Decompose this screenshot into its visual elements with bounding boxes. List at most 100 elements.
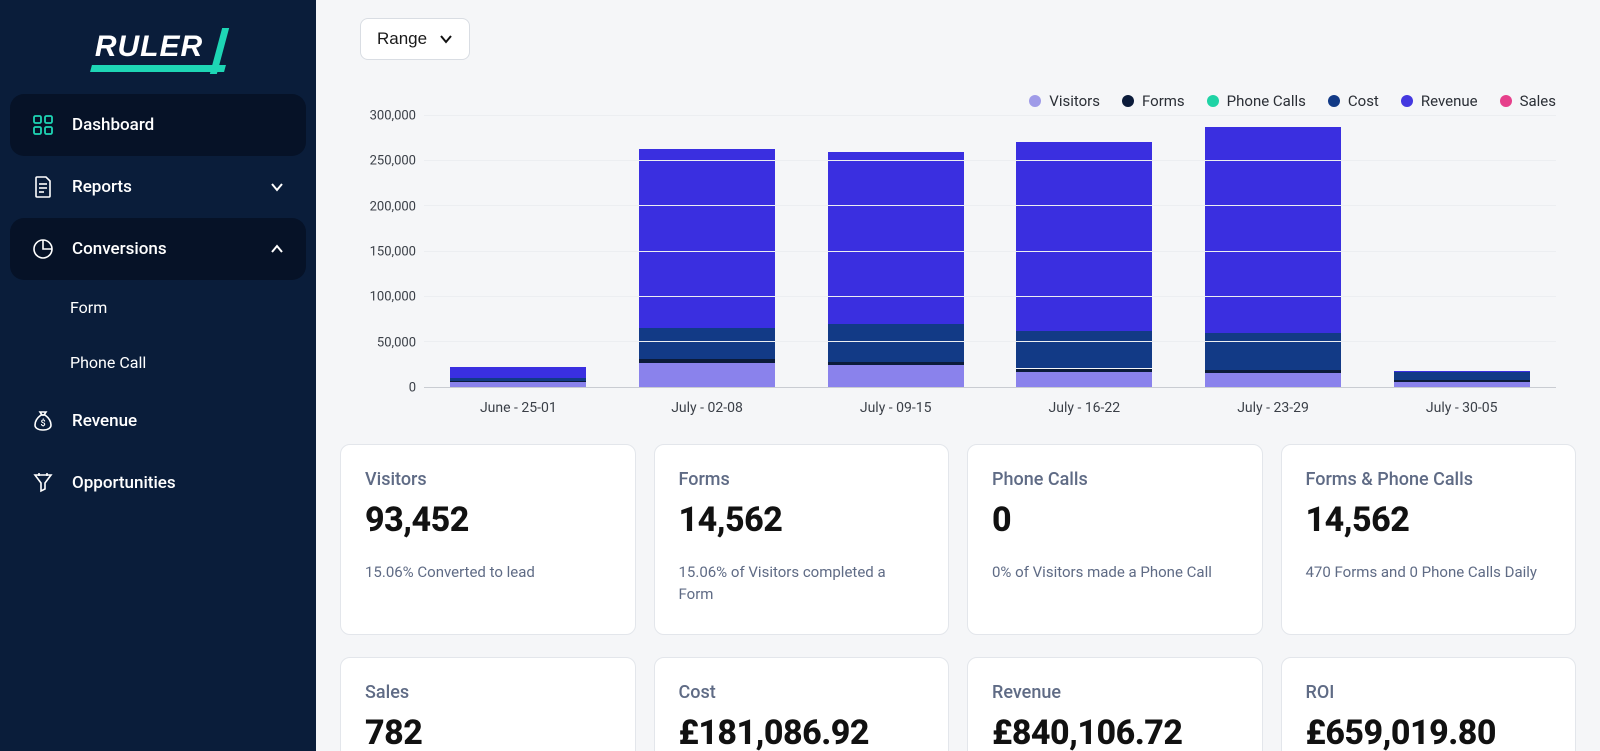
sidebar-item-opportunities[interactable]: Opportunities: [10, 452, 306, 514]
metric-value: 14,562: [1306, 500, 1552, 540]
bar-segment-forms: [1016, 369, 1152, 372]
metric-card: Cost£181,086.92: [654, 657, 950, 751]
sidebar-item-label: Dashboard: [72, 115, 154, 135]
x-axis-labels: June - 25-01July - 02-08July - 09-15July…: [424, 388, 1556, 422]
metric-value: £181,086.92: [679, 713, 925, 751]
sidebar-item-revenue[interactable]: $ Revenue: [10, 390, 306, 452]
x-tick-label: July - 16-22: [990, 388, 1179, 422]
y-axis: 050,000100,000150,000200,000250,000300,0…: [360, 116, 424, 388]
metric-value: £659,019.80: [1306, 713, 1552, 751]
sidebar: RULER Dashboard Reports Conversi: [0, 0, 316, 751]
chart-legend: Visitors Forms Phone Calls Cost Revenue Sales: [336, 60, 1580, 110]
pie-icon: [32, 238, 54, 260]
metric-card: Sales782: [340, 657, 636, 751]
bar-segment-cost: [450, 378, 586, 382]
legend-label: Phone Calls: [1227, 92, 1306, 110]
sidebar-subitem-phone-call[interactable]: Phone Call: [70, 335, 306, 390]
brand-name: RULER: [95, 30, 203, 63]
x-tick-label: June - 25-01: [424, 388, 613, 422]
legend-label: Forms: [1142, 92, 1185, 110]
legend-item[interactable]: Sales: [1500, 92, 1556, 110]
bar-segment-visitors: [1016, 372, 1152, 387]
metric-title: Forms & Phone Calls: [1306, 469, 1552, 490]
conversions-submenu: Form Phone Call: [10, 280, 306, 390]
grid-icon: [32, 114, 54, 136]
chevron-down-icon: [439, 32, 453, 46]
legend-label: Visitors: [1049, 92, 1100, 110]
legend-item[interactable]: Visitors: [1029, 92, 1100, 110]
gridline: [424, 160, 1556, 161]
range-label: Range: [377, 29, 427, 49]
bar-segment-visitors: [450, 382, 586, 387]
x-tick-label: July - 02-08: [613, 388, 802, 422]
legend-swatch: [1207, 95, 1219, 107]
chevron-down-icon: [270, 180, 284, 194]
bar-segment-revenue: [1205, 127, 1341, 333]
gridline: [424, 341, 1556, 342]
metric-subtext: 15.06% Converted to lead: [365, 562, 611, 584]
legend-item[interactable]: Cost: [1328, 92, 1379, 110]
sidebar-item-label: Reports: [72, 177, 132, 197]
metric-subtext: 470 Forms and 0 Phone Calls Daily: [1306, 562, 1552, 584]
metric-title: Revenue: [992, 682, 1238, 703]
legend-swatch: [1122, 95, 1134, 107]
logo-underline: [90, 65, 226, 72]
y-tick-label: 250,000: [370, 154, 416, 169]
logo: RULER: [10, 30, 306, 64]
chevron-up-icon: [270, 242, 284, 256]
metric-card: Revenue £840,106.72: [967, 657, 1263, 751]
funnel-icon: [32, 472, 54, 494]
moneybag-icon: $: [32, 410, 54, 432]
bar-stack[interactable]: [450, 116, 586, 387]
gridline: [424, 115, 1556, 116]
bar-segment-revenue: [450, 367, 586, 378]
bar-segment-forms: [639, 359, 775, 363]
bar-segment-cost: [639, 328, 775, 359]
bar-slot: [1179, 116, 1368, 387]
sidebar-item-label: Revenue: [72, 411, 137, 431]
legend-swatch: [1029, 95, 1041, 107]
bar-segment-forms: [1205, 370, 1341, 373]
bar-stack[interactable]: [639, 116, 775, 387]
metrics-row-1: Visitors 93,452 15.06% Converted to lead Fo…: [340, 444, 1576, 635]
svg-text:$: $: [40, 418, 45, 429]
y-tick-label: 150,000: [370, 245, 416, 260]
x-tick-label: July - 23-29: [1179, 388, 1368, 422]
gridline: [424, 205, 1556, 206]
legend-item[interactable]: Forms: [1122, 92, 1185, 110]
metric-value: £840,106.72: [992, 713, 1238, 751]
bar-segment-forms: [828, 362, 964, 366]
legend-label: Revenue: [1421, 92, 1478, 110]
gridline: [424, 296, 1556, 297]
legend-swatch: [1401, 95, 1413, 107]
sidebar-subitem-form[interactable]: Form: [70, 280, 306, 335]
y-tick-label: 50,000: [377, 335, 416, 350]
metric-card: Forms & Phone Calls 14,562 470 Forms and 0…: [1281, 444, 1577, 635]
plot-area: [424, 116, 1556, 388]
legend-item[interactable]: Phone Calls: [1207, 92, 1306, 110]
bar-stack[interactable]: [1016, 116, 1152, 387]
bar-stack[interactable]: [828, 116, 964, 387]
y-tick-label: 300,000: [370, 109, 416, 124]
y-tick-label: 0: [409, 381, 416, 396]
metric-title: ROI: [1306, 682, 1552, 703]
sidebar-item-dashboard[interactable]: Dashboard: [10, 94, 306, 156]
bar-segment-cost: [1205, 333, 1341, 370]
metric-value: 782: [365, 713, 611, 751]
metric-title: Phone Calls: [992, 469, 1238, 490]
sidebar-item-conversions[interactable]: Conversions: [10, 218, 306, 280]
sidebar-item-reports[interactable]: Reports: [10, 156, 306, 218]
metrics-row-2: Sales782Cost£181,086.92 Revenue £840,106.7…: [340, 657, 1576, 751]
bar-segment-visitors: [1394, 382, 1530, 387]
bar-stack[interactable]: [1394, 116, 1530, 387]
metric-title: Forms: [679, 469, 925, 490]
bar-slot: [990, 116, 1179, 387]
metric-title: Visitors: [365, 469, 611, 490]
bar-segment-revenue: [1016, 142, 1152, 331]
metric-value: 93,452: [365, 500, 611, 540]
legend-label: Sales: [1520, 92, 1556, 110]
range-button[interactable]: Range: [360, 18, 470, 60]
legend-item[interactable]: Revenue: [1401, 92, 1478, 110]
file-icon: [32, 176, 54, 198]
bar-stack[interactable]: [1205, 116, 1341, 387]
